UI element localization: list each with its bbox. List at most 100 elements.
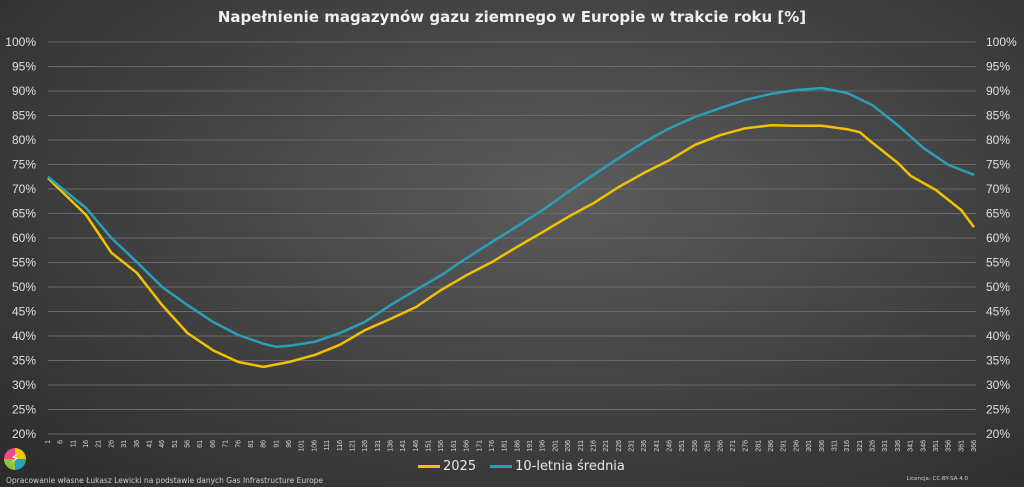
y-tick-label-left: 60% bbox=[12, 231, 36, 245]
y-tick-label-left: 50% bbox=[12, 280, 36, 294]
x-tick-label: 216 bbox=[590, 440, 597, 452]
series-line-10yr-average bbox=[47, 86, 975, 349]
y-tick-label-left: 45% bbox=[12, 305, 36, 319]
x-tick-label: 131 bbox=[375, 440, 382, 452]
x-tick-label: 181 bbox=[502, 440, 509, 452]
x-tick-label: 256 bbox=[692, 440, 699, 452]
x-tick-label: 86 bbox=[261, 440, 268, 448]
y-tick-label-right: 100% bbox=[986, 35, 1017, 49]
y-tick-label-left: 55% bbox=[12, 256, 36, 270]
x-tick-label: 191 bbox=[527, 440, 534, 452]
x-tick-label: 31 bbox=[121, 440, 128, 448]
x-tick-label: 276 bbox=[743, 440, 750, 452]
x-tick-label: 161 bbox=[451, 440, 458, 452]
y-tick-label-right: 80% bbox=[986, 133, 1010, 147]
x-tick-label: 366 bbox=[971, 440, 978, 452]
y-tick-label-right: 60% bbox=[986, 231, 1010, 245]
y-tick-label-right: 90% bbox=[986, 84, 1010, 98]
x-tick-label: 321 bbox=[857, 440, 864, 452]
x-tick-label: 16 bbox=[83, 440, 90, 448]
x-tick-label: 291 bbox=[781, 440, 788, 452]
x-tick-label: 286 bbox=[768, 440, 775, 452]
x-tick-label: 1 bbox=[45, 440, 52, 444]
x-tick-label: 126 bbox=[362, 440, 369, 452]
y-tick-label-left: 90% bbox=[12, 84, 36, 98]
x-tick-label: 26 bbox=[108, 440, 115, 448]
x-tick-label: 156 bbox=[438, 440, 445, 452]
x-tick-label: 171 bbox=[476, 440, 483, 452]
legend-label-2025: 2025 bbox=[443, 459, 477, 474]
x-tick-label: 106 bbox=[311, 440, 318, 452]
x-tick-label: 326 bbox=[870, 440, 877, 452]
x-tick-label: 241 bbox=[654, 440, 661, 452]
x-tick-label: 41 bbox=[146, 440, 153, 448]
x-tick-label: 226 bbox=[616, 440, 623, 452]
license-note: Licencja: CC-BY-SA 4.0 bbox=[906, 476, 969, 482]
x-tick-label: 231 bbox=[629, 440, 636, 452]
legend-label-average: 10-letnia średnia bbox=[515, 459, 625, 474]
y-tick-label-left: 75% bbox=[12, 158, 36, 172]
y-tick-label-left: 25% bbox=[12, 403, 36, 417]
x-tick-label: 206 bbox=[565, 440, 572, 452]
x-tick-label: 151 bbox=[426, 440, 433, 452]
y-tick-label-right: 75% bbox=[986, 158, 1010, 172]
x-tick-label: 346 bbox=[920, 440, 927, 452]
x-tick-label: 331 bbox=[882, 440, 889, 452]
x-tick-label: 301 bbox=[806, 440, 813, 452]
x-tick-label: 176 bbox=[489, 440, 496, 452]
y-tick-label-left: 65% bbox=[12, 207, 36, 221]
legend-swatch-2025 bbox=[418, 465, 440, 468]
y-tick-label-right: 30% bbox=[986, 378, 1010, 392]
x-tick-label: 316 bbox=[844, 440, 851, 452]
y-tick-label-right: 35% bbox=[986, 354, 1010, 368]
x-tick-label: 211 bbox=[578, 440, 585, 451]
chart-title: Napełnienie magazynów gazu ziemnego w Eu… bbox=[217, 8, 807, 26]
x-tick-label: 81 bbox=[248, 440, 255, 448]
x-tick-label: 306 bbox=[819, 440, 826, 452]
x-tick-label: 76 bbox=[235, 440, 242, 448]
x-tick-label: 121 bbox=[349, 440, 356, 452]
x-tick-label: 21 bbox=[96, 440, 103, 448]
y-tick-label-left: 30% bbox=[12, 378, 36, 392]
y-tick-label-right: 95% bbox=[986, 60, 1010, 74]
x-tick-label: 236 bbox=[641, 440, 648, 452]
y-tick-label-right: 40% bbox=[986, 329, 1010, 343]
x-tick-label: 11 bbox=[70, 440, 77, 447]
x-tick-label: 111 bbox=[324, 440, 331, 451]
x-tick-label: 266 bbox=[717, 440, 724, 452]
legend: 2025 10-letnia średnia bbox=[418, 459, 625, 474]
y-tick-label-left: 100% bbox=[5, 35, 36, 49]
y-tick-label-right: 55% bbox=[986, 256, 1010, 270]
x-tick-label: 56 bbox=[185, 440, 192, 448]
x-tick-label: 146 bbox=[413, 440, 420, 452]
source-note: Opracowanie własne Łukasz Lewicki na pod… bbox=[6, 476, 324, 485]
x-tick-label: 311 bbox=[831, 440, 838, 451]
y-tick-label-left: 40% bbox=[12, 329, 36, 343]
x-tick-label: 356 bbox=[946, 440, 953, 452]
x-tick-label: 51 bbox=[172, 440, 179, 448]
y-tick-label-right: 70% bbox=[986, 182, 1010, 196]
x-tick-label: 96 bbox=[286, 440, 293, 448]
lightning-bolt-logo-icon: ⚡ bbox=[4, 448, 26, 470]
y-tick-label-right: 20% bbox=[986, 427, 1010, 441]
x-tick-label: 296 bbox=[793, 440, 800, 452]
legend-item-2025: 2025 bbox=[418, 459, 476, 474]
y-tick-label-left: 95% bbox=[12, 60, 36, 74]
x-tick-label: 91 bbox=[273, 440, 280, 448]
y-tick-label-left: 20% bbox=[12, 427, 36, 441]
x-tick-label: 66 bbox=[210, 440, 217, 448]
x-tick-label: 351 bbox=[933, 440, 940, 452]
x-tick-label: 336 bbox=[895, 440, 902, 452]
x-tick-label: 36 bbox=[134, 440, 141, 448]
y-tick-label-right: 25% bbox=[986, 403, 1010, 417]
x-tick-label: 271 bbox=[730, 440, 737, 452]
x-tick-label: 61 bbox=[197, 440, 204, 448]
x-tick-label: 361 bbox=[958, 440, 965, 452]
x-tick-label: 136 bbox=[387, 440, 394, 452]
x-tick-label: 251 bbox=[679, 440, 686, 452]
x-tick-label: 281 bbox=[755, 440, 762, 452]
y-tick-label-left: 85% bbox=[12, 109, 36, 123]
y-tick-label-left: 35% bbox=[12, 354, 36, 368]
x-tick-label: 246 bbox=[667, 440, 674, 452]
